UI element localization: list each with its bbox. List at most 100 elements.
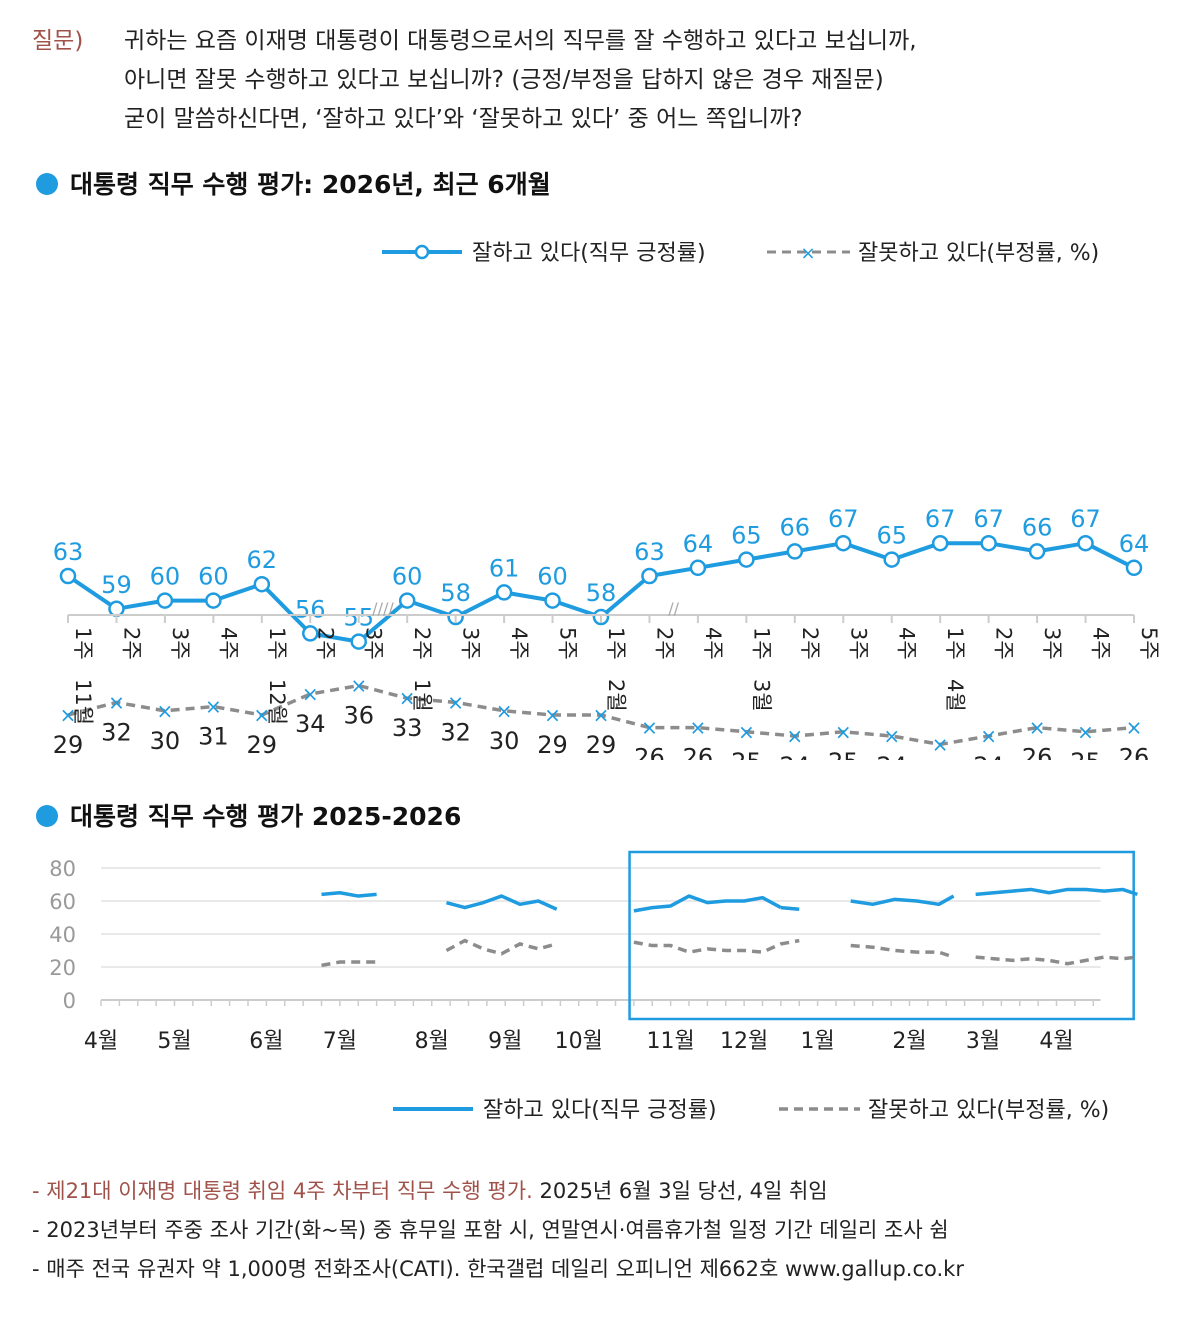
negative-series-segment <box>633 938 800 954</box>
positive-series-segment <box>850 894 955 907</box>
negative-data-label: 33 <box>392 714 423 742</box>
x-tick-label: 4주 <box>701 627 725 660</box>
positive-data-label: 67 <box>828 505 859 533</box>
x-month-label: 8월 <box>415 1029 449 1054</box>
positive-series-segment <box>321 891 377 898</box>
positive-point <box>689 559 707 577</box>
x-month-label: 2월 <box>892 1029 926 1054</box>
negative-data-label: 29 <box>53 731 84 759</box>
negative-point: × <box>690 716 707 740</box>
negative-point: × <box>108 690 125 714</box>
negative-point: × <box>496 699 513 723</box>
positive-data-label: 67 <box>925 505 956 533</box>
negative-series-segment <box>321 960 377 968</box>
long-term-approval-chart: 0 20 40 60 80 4월 5월 6월 7월 8월 9월 10월 11월 12월 1월 2월 3월 4월잘하… <box>49 850 1138 1123</box>
x-month-label: 2월 <box>604 679 628 712</box>
negative-data-label: 26 <box>1119 744 1150 760</box>
footnote-highlight: - 제21대 이재명 대통령 취임 4주 차부터 직무 수행 평가. <box>32 1179 533 1203</box>
x-tick-label: 3주 <box>1040 627 1064 660</box>
positive-data-label: 61 <box>489 554 520 582</box>
question-text: 귀하는 요즘 이재명 대통령이 대통령으로서의 직무를 잘 수행하고 있다고 보… <box>124 22 1174 139</box>
x-tick-label: 2주 <box>119 627 143 660</box>
negative-data-label: 36 <box>343 702 374 730</box>
x-month-label: 4월 <box>84 1029 118 1054</box>
negative-series-segment <box>975 955 1138 966</box>
x-tick-label: 1주 <box>71 627 95 660</box>
footnotes: - 제21대 이재명 대통령 취임 4주 차부터 직무 수행 평가. 2025년… <box>32 1172 1182 1289</box>
x-month-label: 6월 <box>249 1029 283 1054</box>
negative-data-label: 32 <box>101 718 132 746</box>
negative-data-label: 24 <box>780 752 811 760</box>
positive-point <box>156 592 174 609</box>
x-month-label: 11월 <box>647 1029 695 1054</box>
negative-data-label: 25 <box>731 748 762 760</box>
x-month-label: 1월 <box>801 1029 835 1054</box>
negative-series-line <box>67 683 1135 747</box>
x-tick-label: 5주 <box>556 627 580 660</box>
positive-point <box>641 567 658 585</box>
footnote-text: 2025년 6월 3일 당선, 4일 취임 <box>532 1179 828 1203</box>
negative-point: × <box>205 695 222 719</box>
x-tick-label: 2주 <box>652 627 676 660</box>
positive-data-label: 59 <box>101 571 132 599</box>
positive-point <box>350 633 367 650</box>
x-month-label: 12월 <box>720 1029 768 1054</box>
x-tick-label: 2주 <box>798 627 822 660</box>
bullet-dot-icon <box>36 173 58 195</box>
positive-point <box>205 592 222 609</box>
legend-x-icon: × <box>800 243 815 264</box>
y-tick-label: 40 <box>49 923 76 947</box>
positive-point <box>302 625 319 642</box>
question-line: 아니면 잘못 수행하고 있다고 보십니까? (긍정/부정을 답하지 않은 경우 … <box>124 67 884 93</box>
positive-point <box>1028 543 1046 560</box>
x-month-label: 4월 <box>943 679 967 712</box>
positive-data-label: 66 <box>1022 513 1053 541</box>
bullet-dot-icon <box>36 805 58 827</box>
positive-point <box>738 551 755 568</box>
footnote-text: - 2023년부터 주중 조사 기간(화~목) 중 휴무일 포함 시, 연말연시… <box>32 1218 949 1242</box>
negative-point: × <box>835 720 852 744</box>
positive-series-segment <box>975 887 1138 897</box>
negative-data-label: 29 <box>586 731 617 759</box>
x-tick-label: 4주 <box>895 627 919 660</box>
negative-point: × <box>544 703 561 727</box>
negative-point: × <box>641 716 658 740</box>
x-month-label: 5월 <box>157 1029 191 1054</box>
positive-data-label: 58 <box>440 579 471 607</box>
x-tick-label: 1주 <box>604 627 628 660</box>
positive-data-label: 60 <box>537 563 568 591</box>
chart1-title-text: 대통령 직무 수행 평가: 2026년, 최근 6개월 <box>70 170 551 199</box>
negative-point: × <box>980 724 997 748</box>
x-tick-label: 4주 <box>1089 627 1113 660</box>
y-tick-label: 60 <box>49 890 76 914</box>
positive-series-segment <box>780 905 800 911</box>
chart2-legend: 잘하고 있다(직무 긍정률) 잘못하고 있다(부정률, %) <box>393 1098 1109 1123</box>
positive-point <box>931 534 949 552</box>
x-tick-label: 2주 <box>313 627 337 660</box>
negative-point: × <box>738 720 755 744</box>
x-month-label: 11월 <box>71 679 95 725</box>
negative-point: × <box>350 674 367 698</box>
positive-point <box>786 543 804 560</box>
x-month-label: 3월 <box>966 1029 1000 1054</box>
x-tick-label: 3주 <box>168 627 192 660</box>
positive-data-label: 64 <box>1119 530 1150 558</box>
negative-point: × <box>1126 716 1143 740</box>
x-tick-label: 3주 <box>846 627 870 660</box>
negative-point: × <box>399 686 416 710</box>
chart2-title-text: 대통령 직무 수행 평가 2025-2026 <box>70 802 462 831</box>
negative-point: × <box>932 732 949 756</box>
negative-point: × <box>786 724 803 748</box>
negative-point: × <box>593 703 610 727</box>
negative-data-label: 25 <box>828 748 859 760</box>
negative-point: × <box>60 703 77 727</box>
positive-data-label: 63 <box>53 538 84 566</box>
legend-circle-icon <box>414 244 430 260</box>
x-tick-label: 1주 <box>943 627 967 660</box>
positive-point <box>883 551 900 568</box>
y-tick-label: 80 <box>49 857 76 881</box>
x-tick-label: 4주 <box>216 627 240 660</box>
negative-data-label: 25 <box>1070 748 1101 760</box>
positive-point <box>495 584 513 601</box>
negative-point: × <box>883 724 900 748</box>
